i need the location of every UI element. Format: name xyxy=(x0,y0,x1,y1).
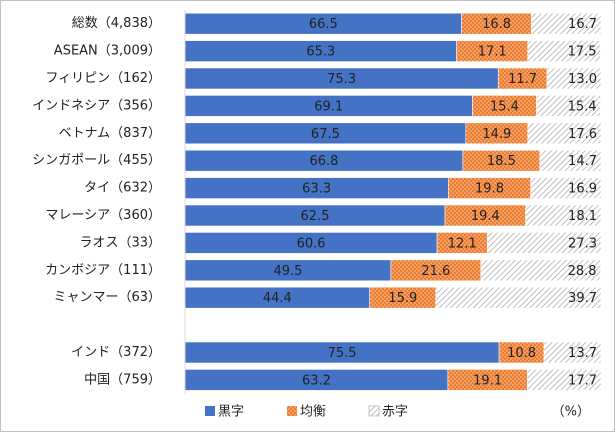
legend-swatch xyxy=(368,405,380,417)
y-tick-label: 総数（4,838） xyxy=(72,16,161,31)
y-tick-label: ミャンマー（63） xyxy=(53,290,161,305)
data-label: 39.7 xyxy=(568,291,597,306)
legend-label: 均衡 xyxy=(300,405,326,420)
bar-segment xyxy=(546,67,602,90)
data-label: 62.5 xyxy=(301,209,330,224)
data-label: 18.5 xyxy=(487,154,516,169)
y-tick-label: ASEAN（3,009） xyxy=(54,44,161,59)
legend-swatch xyxy=(205,406,215,416)
y-tick-label: シンガポール（455） xyxy=(32,153,161,168)
data-label: 19.8 xyxy=(475,182,504,197)
bar-segment xyxy=(543,341,602,364)
y-tick-label: ラオス（33） xyxy=(79,235,161,250)
data-label: 75.5 xyxy=(328,346,357,361)
bar-segment xyxy=(487,232,602,254)
y-tick-label: フィリピン（162） xyxy=(45,71,161,86)
legend-label: 黒字 xyxy=(218,405,244,420)
y-tick-label: インドネシア（356） xyxy=(32,98,161,113)
data-label: 16.7 xyxy=(568,17,597,32)
data-label: 27.3 xyxy=(568,236,597,251)
data-label: 19.1 xyxy=(473,373,502,388)
data-label: 16.8 xyxy=(482,17,511,32)
data-label: 66.5 xyxy=(309,17,338,32)
bar-segment xyxy=(480,259,601,282)
data-label: 75.3 xyxy=(327,72,356,87)
data-label: 21.6 xyxy=(421,264,450,279)
data-label: 28.8 xyxy=(568,264,597,279)
data-label: 63.3 xyxy=(302,182,331,197)
y-tick-label: インド（372） xyxy=(71,345,161,360)
data-label: 10.8 xyxy=(507,346,536,361)
bar-segment xyxy=(530,177,602,199)
bar-segment xyxy=(527,369,602,391)
y-tick-label: タイ（632） xyxy=(84,181,161,196)
y-tick-label: カンボジア（111） xyxy=(45,263,161,278)
data-label: 15.4 xyxy=(568,99,597,114)
data-label: 17.5 xyxy=(568,45,597,60)
data-label: 66.8 xyxy=(309,154,338,169)
data-label: 16.9 xyxy=(568,182,597,197)
y-tick-label: マレーシア（360） xyxy=(45,208,161,223)
bar-segment xyxy=(527,122,602,145)
unit-label: （%） xyxy=(552,405,590,420)
data-label: 15.4 xyxy=(490,99,519,114)
data-label: 11.7 xyxy=(508,72,537,87)
data-label: 14.7 xyxy=(568,154,597,169)
data-label: 44.4 xyxy=(263,291,292,306)
legend-swatch xyxy=(287,406,297,416)
data-label: 14.9 xyxy=(482,127,511,142)
data-label: 13.7 xyxy=(568,346,597,361)
data-label: 63.2 xyxy=(302,373,331,388)
data-label: 18.1 xyxy=(568,209,597,224)
data-label: 12.1 xyxy=(448,236,477,251)
data-label: 65.3 xyxy=(306,45,335,60)
data-label: 17.6 xyxy=(568,127,597,142)
y-tick-label: 中国（759） xyxy=(84,372,161,387)
y-tick-label: ベトナム（837） xyxy=(59,126,161,141)
data-label: 13.0 xyxy=(568,72,597,87)
bar-segment xyxy=(525,204,602,227)
bar-segment xyxy=(435,286,602,309)
data-label: 19.4 xyxy=(471,209,500,224)
legend-label: 赤字 xyxy=(382,405,408,420)
data-label: 17.7 xyxy=(568,373,597,388)
data-label: 15.9 xyxy=(388,291,417,306)
data-label: 60.6 xyxy=(297,236,326,251)
data-label: 69.1 xyxy=(314,99,343,114)
bar-segment xyxy=(527,40,601,62)
bar-segment xyxy=(536,95,601,117)
data-label: 49.5 xyxy=(273,264,302,279)
data-label: 67.5 xyxy=(311,127,340,142)
data-label: 17.1 xyxy=(478,45,507,60)
bar-segment xyxy=(539,149,602,172)
bar-segment xyxy=(531,12,602,35)
